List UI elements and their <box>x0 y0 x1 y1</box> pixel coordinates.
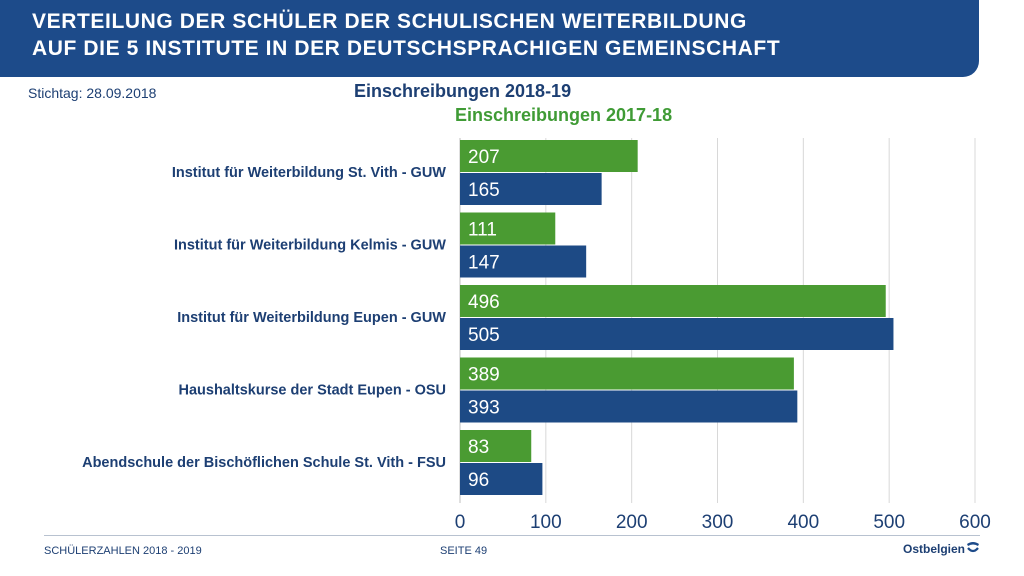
x-tick-label: 600 <box>959 512 991 533</box>
bar-2017-18 <box>460 357 794 390</box>
title-line-2: AUF DIE 5 INSTITUTE IN DER DEUTSCHSPRACH… <box>32 37 781 60</box>
bar-2017-18 <box>460 140 638 172</box>
data-label: 496 <box>468 292 500 313</box>
x-tick-label: 400 <box>787 512 819 533</box>
data-label: 393 <box>468 398 500 419</box>
logo-text: Ostbelgien <box>903 542 966 556</box>
title-banner: VERTEILUNG DER SCHÜLER DER SCHULISCHEN W… <box>0 0 979 77</box>
bar-2017-18 <box>460 212 556 245</box>
bar-2018-19 <box>460 318 894 350</box>
bar-2017-18 <box>460 285 886 317</box>
reference-date: Stichtag: 28.09.2018 <box>28 85 157 101</box>
data-label: 207 <box>468 147 500 168</box>
data-label: 165 <box>468 180 500 201</box>
data-label: 389 <box>468 365 500 386</box>
footer-title: SCHÜLERZAHLEN 2018 - 2019 <box>44 545 202 557</box>
ostbelgien-logo: Ostbelgien <box>903 540 983 562</box>
bar-2018-19 <box>460 463 543 495</box>
category-label: Institut für Weiterbildung Eupen - GUW <box>177 310 446 326</box>
category-label: Haushaltskurse der Stadt Eupen - OSU <box>178 383 446 399</box>
bar-chart: 0 100 200 300 400 500 600 Institut für Weiterbi… <box>82 138 991 533</box>
category-label: Abendschule der Bischöflichen Schule St.… <box>82 455 446 471</box>
category-label: Institut für Weiterbildung Kelmis - GUW <box>174 238 446 254</box>
x-tick-label: 500 <box>873 512 905 533</box>
bar-2018-19 <box>460 390 798 423</box>
data-label: 111 <box>468 220 497 241</box>
footer-divider <box>44 535 980 536</box>
x-tick-label: 300 <box>702 512 734 533</box>
category-label: Institut für Weiterbildung St. Vith - GU… <box>172 165 446 181</box>
legend-2017-18: Einschreibungen 2017-18 <box>455 105 673 125</box>
data-label: 83 <box>468 437 489 458</box>
data-label: 147 <box>468 253 500 274</box>
logo-mark-icon <box>967 542 979 553</box>
x-tick-label: 0 <box>455 512 466 533</box>
x-tick-label: 200 <box>616 512 648 533</box>
data-label: 96 <box>468 470 489 491</box>
legend-2018-19: Einschreibungen 2018-19 <box>354 81 572 101</box>
x-tick-label: 100 <box>530 512 562 533</box>
page-number: SEITE 49 <box>440 545 488 557</box>
bar-2018-19 <box>460 245 587 278</box>
bar-2018-19 <box>460 173 602 205</box>
bar-2017-18 <box>460 430 532 462</box>
data-label: 505 <box>468 325 500 346</box>
title-line-1: VERTEILUNG DER SCHÜLER DER SCHULISCHEN W… <box>32 10 747 33</box>
